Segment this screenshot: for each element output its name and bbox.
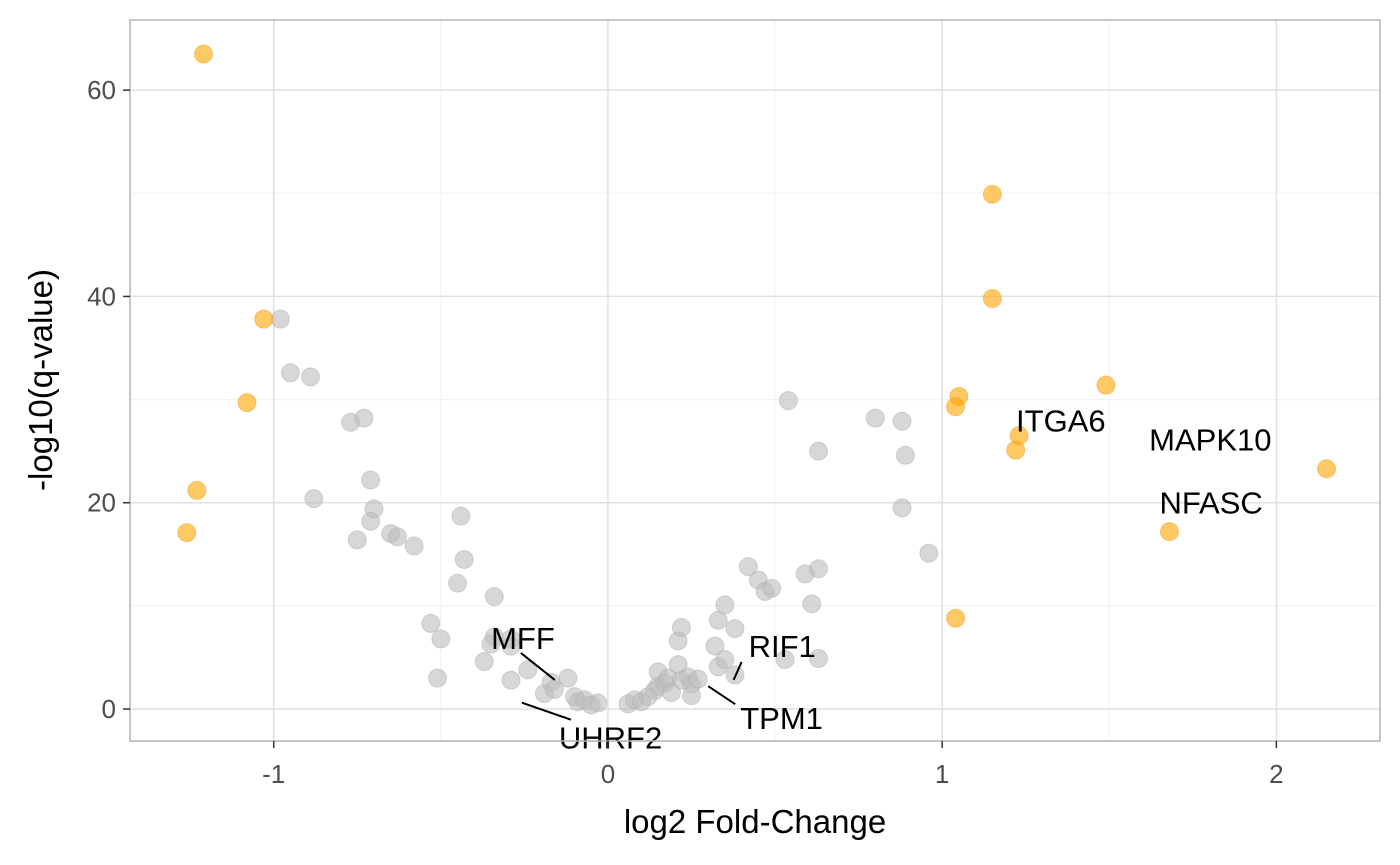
nonsignificant-point	[715, 595, 735, 615]
significant-point	[946, 397, 966, 417]
nonsignificant-point	[681, 686, 701, 706]
nonsignificant-point	[775, 650, 795, 670]
significant-point	[1096, 375, 1116, 395]
nonsignificant-point	[892, 411, 912, 431]
significant-point	[982, 184, 1002, 204]
nonsignificant-point	[518, 660, 538, 680]
nonsignificant-point	[280, 363, 300, 383]
grid-lines	[130, 20, 1380, 741]
nonsignificant-point	[895, 445, 915, 465]
nonsignificant-point	[588, 693, 608, 713]
nonsignificant-point	[715, 650, 735, 670]
nonsignificant-point	[725, 619, 745, 639]
panel-border	[129, 19, 1381, 742]
y-tick-label: 0	[102, 694, 116, 724]
gene-label-itga6: ITGA6	[1016, 404, 1106, 439]
gene-label-nfasc: NFASC	[1159, 486, 1262, 521]
y-axis-title: -log10(q-value)	[22, 269, 59, 491]
nonsignificant-point	[300, 367, 320, 387]
nonsignificant-point	[809, 648, 829, 668]
nonsignificant-point	[421, 613, 441, 633]
nonsignificant-point	[304, 489, 324, 509]
gene-labels: ITGA6 MAPK10 NFASC RIF1 MFF UHRF2 TPM1	[491, 404, 1271, 756]
nonsignificant-point	[387, 527, 407, 547]
nonsignificant-point	[501, 636, 521, 656]
nonsignificant-point	[451, 506, 471, 526]
nonsignificant-point	[802, 594, 822, 614]
label-connector	[732, 661, 743, 681]
nonsignificant-point	[454, 549, 474, 569]
nonsignificant-point	[671, 618, 691, 638]
nonsignificant-point	[361, 511, 381, 531]
nonsignificant-point	[361, 470, 381, 490]
nonsignificant-point	[544, 679, 564, 699]
x-axis-ticks: -1 0 1 2	[262, 741, 1284, 789]
nonsignificant-point	[778, 391, 798, 411]
nonsignificant-point	[762, 578, 782, 598]
significant-point	[946, 608, 966, 628]
nonsignificant-point	[484, 587, 504, 607]
y-tick-label: 60	[87, 75, 116, 105]
y-tick-label: 40	[87, 281, 116, 311]
significant-point	[237, 393, 257, 413]
nonsignificant-point	[448, 573, 468, 593]
nonsignificant-point	[404, 536, 424, 556]
nonsignificant-point	[809, 559, 829, 579]
x-axis-title: log2 Fold-Change	[624, 803, 886, 840]
gene-label-uhrf2: UHRF2	[559, 721, 662, 756]
significant-point	[982, 288, 1002, 308]
gene-label-mapk10: MAPK10	[1149, 423, 1271, 458]
significant-point	[1159, 522, 1179, 542]
significant-point	[1006, 440, 1026, 460]
nonsignificant-point	[661, 683, 681, 703]
y-tick-label: 20	[87, 488, 116, 518]
x-tick-label: 0	[601, 759, 615, 789]
nonsignificant-point	[501, 670, 521, 690]
nonsignificant-point	[558, 668, 578, 688]
gene-label-tpm1: TPM1	[740, 701, 823, 736]
nonsignificant-point	[270, 309, 290, 329]
nonsignificant-point	[705, 636, 725, 656]
significant-point	[187, 480, 207, 500]
significant-point	[1317, 459, 1337, 479]
gene-label-rif1: RIF1	[749, 629, 816, 664]
nonsignificant-point	[354, 408, 374, 428]
nonsignificant-point	[892, 498, 912, 518]
nonsignificant-point	[481, 634, 501, 654]
nonsignificant-point	[809, 441, 829, 461]
label-connector	[707, 685, 736, 706]
nonsignificant-point	[738, 557, 758, 577]
significant-point	[194, 44, 214, 64]
nonsignificant-point	[347, 530, 367, 550]
nonsignificant-point	[474, 652, 494, 672]
label-connector	[521, 701, 572, 721]
gene-label-mff: MFF	[491, 621, 555, 656]
significant-point	[254, 309, 274, 329]
nonsignificant-point	[865, 408, 885, 428]
nonsignificant-point	[431, 629, 451, 649]
nonsignificant-point	[919, 543, 939, 563]
x-tick-label: -1	[262, 759, 285, 789]
data-points	[177, 44, 1337, 715]
x-tick-label: 2	[1269, 759, 1283, 789]
x-tick-label: 1	[935, 759, 949, 789]
significant-point	[177, 523, 197, 543]
nonsignificant-point	[688, 669, 708, 689]
y-axis-ticks: 0 20 40 60	[87, 75, 130, 724]
label-connector	[520, 652, 556, 681]
nonsignificant-point	[427, 668, 447, 688]
